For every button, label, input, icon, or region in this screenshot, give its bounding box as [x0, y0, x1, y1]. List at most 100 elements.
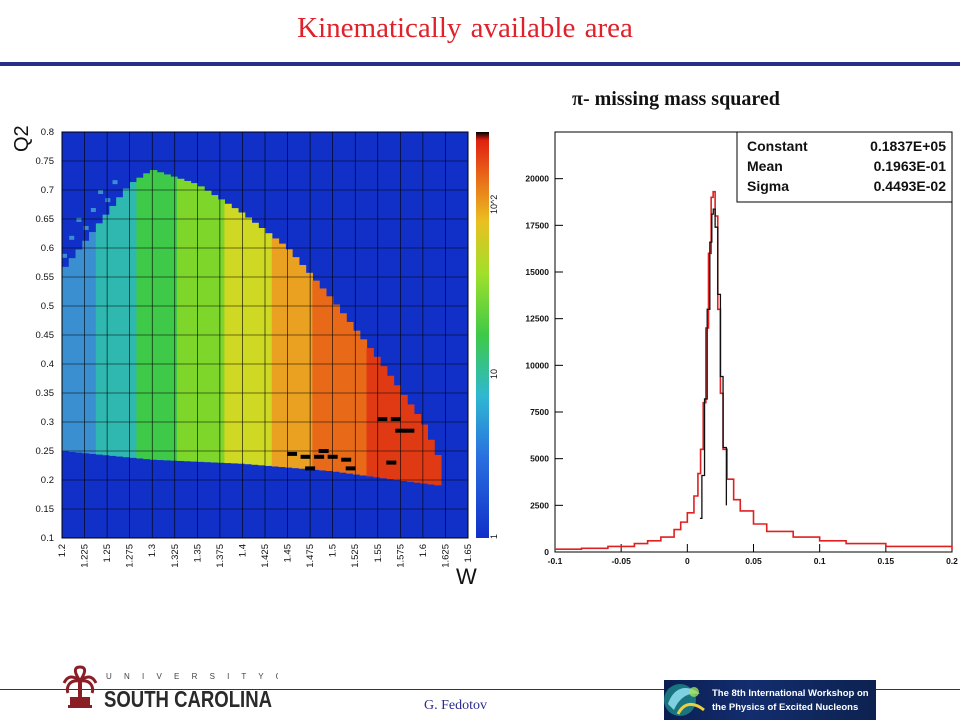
heatmap-cell: [265, 233, 273, 466]
heatmap-cell: [244, 217, 253, 465]
heatmap-x-tick-label: 1.475: [305, 544, 316, 568]
heatmap-cell: [224, 203, 232, 464]
heatmap-cell: [413, 414, 422, 483]
heatmap-empty-cell: [300, 454, 311, 459]
heatmap-y-tick-label: 0.2: [41, 475, 54, 486]
heatmap-cell: [204, 190, 212, 463]
heatmap-cell: [89, 232, 97, 454]
heatmap-cell: [373, 356, 381, 478]
heatmap-y-tick-label: 0.15: [36, 504, 55, 515]
heatmap-x-tick-label: 1.6: [418, 544, 429, 557]
heatmap-empty-cell: [314, 454, 325, 459]
heatmap-cell: [129, 182, 138, 458]
heatmap-x-tick-label: 1.575: [395, 544, 406, 568]
heatmap-cell: [298, 264, 307, 469]
heatmap-cell: [251, 222, 259, 465]
heatmap-y-tick-label: 0.65: [36, 214, 55, 225]
stats-label: Mean: [747, 158, 783, 174]
stats-value: 0.4493E-02: [874, 178, 947, 194]
heatmap-cell: [271, 238, 280, 467]
heatmap-y-tick-label: 0.8: [41, 127, 54, 138]
heatmap-cell: [76, 217, 82, 222]
heatmap-cell: [190, 183, 198, 462]
heatmap-x-tick-label: 1.4: [237, 544, 248, 557]
heatmap-cell: [312, 280, 320, 470]
heatmap-y-tick-label: 0.6: [41, 243, 54, 254]
heatmap-cell: [109, 205, 117, 456]
histogram-x-tick-label: 0.15: [878, 556, 895, 566]
heatmap-cell: [197, 186, 205, 462]
missing-mass-histogram: 0 2500 5000 7500 10000 12500 15000 17500 20000 -0…: [525, 131, 958, 566]
histogram-y-tick-label: 10000: [525, 360, 549, 370]
heatmap-x-axis-label: W: [456, 564, 477, 589]
heatmap-empty-cell: [287, 451, 298, 456]
heatmap-cell: [82, 240, 90, 454]
heatmap-cell: [90, 207, 96, 212]
heatmap-cell: [68, 258, 77, 452]
heatmap-cell: [98, 190, 104, 194]
heatmap-cell: [434, 454, 442, 486]
heatmap-x-tick-label: 1.55: [373, 544, 384, 563]
heatmap-y-tick-label: 0.7: [41, 185, 54, 196]
slide-title: Kinematically available area: [297, 12, 633, 44]
heatmap-cell: [352, 330, 361, 475]
heatmap-cell: [183, 180, 192, 462]
heatmap-cell: [346, 321, 354, 474]
workshop-line-2: the Physics of Excited Nucleons: [712, 702, 859, 713]
heatmap-cell: [156, 172, 165, 461]
workshop-line-1: The 8th International Workshop on: [712, 688, 869, 699]
footer-divider: [0, 689, 960, 690]
histogram-y-tick-label: 15000: [525, 267, 549, 277]
heatmap-y-tick-label: 0.25: [36, 446, 55, 457]
heatmap-cell: [95, 223, 104, 455]
heatmap-cell: [177, 178, 185, 461]
heatmap-y-tick-label: 0.1: [41, 533, 54, 544]
histogram-y-tick-label: 2500: [530, 500, 549, 510]
heatmap-x-tick-label: 1.325: [170, 544, 181, 568]
heatmap-x-tick-label: 1.65: [463, 544, 474, 563]
heatmap-cell: [325, 296, 334, 472]
histogram-x-tick-label: 0.1: [814, 556, 826, 566]
palmetto-tree-icon: [62, 665, 98, 708]
histogram-x-tick-label: -0.1: [548, 556, 563, 566]
heatmap-cell: [136, 177, 144, 459]
heatmap-y-tick-label: 0.45: [36, 330, 55, 341]
histogram-y-tick-label: 17500: [525, 220, 549, 230]
heatmap-empty-cell: [377, 417, 388, 422]
heatmap-cell: [122, 188, 131, 458]
heatmap-cell: [83, 225, 89, 230]
histogram-y-tick-label: 0: [544, 547, 549, 557]
logo-university-of: U N I V E R S I T Y O F: [106, 672, 278, 681]
stats-label: Sigma: [747, 178, 789, 194]
stats-label: Constant: [747, 138, 808, 154]
stats-value: 0.1837E+05: [870, 138, 946, 154]
heatmap-cell: [278, 243, 286, 468]
heatmap-cell: [305, 272, 313, 470]
heatmap-empty-cell: [390, 417, 401, 422]
heatmap-cell: [285, 249, 293, 468]
heatmap-cell: [359, 339, 368, 476]
heatmap-cell: [292, 257, 300, 469]
heatmap-frame: [61, 131, 469, 539]
heatmap-cell: [332, 304, 341, 472]
heatmap-cell: [258, 227, 266, 466]
university-logo: U N I V E R S I T Y O F SOUTH CAROLINA: [62, 665, 278, 712]
heatmap-cell: [237, 212, 246, 464]
heatmap-cell: [319, 288, 327, 471]
heatmap-y-axis-label: Q2: [11, 125, 33, 152]
heatmap-y-tick-label: 0.75: [36, 156, 55, 167]
heatmap-cell: [366, 348, 374, 477]
heatmap-x-tick-label: 1.375: [215, 544, 226, 568]
heatmap-cell: [400, 394, 408, 482]
colorbar-tick-label: 10^2: [489, 195, 499, 214]
heatmap-x-tick-label: 1.25: [102, 544, 113, 563]
histogram-y-tick-label: 20000: [525, 174, 549, 184]
histogram-x-tick-label: -0.05: [611, 556, 631, 566]
heatmap-y-tick-label: 0.4: [41, 359, 54, 370]
heatmap-cell: [231, 208, 239, 464]
histogram-y-tick-label: 12500: [525, 314, 549, 324]
colorbar-tick-label: 1: [489, 534, 499, 539]
workshop-graphic-icon: [664, 684, 705, 716]
heatmap-cell: [427, 439, 435, 485]
histogram-fit-series: [699, 208, 728, 520]
